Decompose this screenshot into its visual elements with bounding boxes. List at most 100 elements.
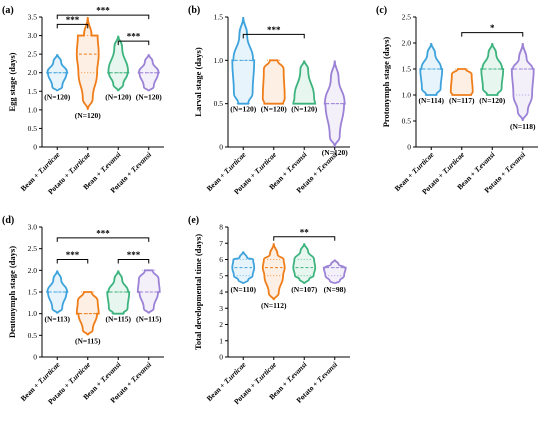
significance-bracket: ** — [273, 227, 336, 241]
y-tick-label: 2 — [219, 320, 223, 329]
y-tick-label: 2.5 — [28, 244, 38, 253]
violin — [261, 59, 286, 105]
y-tick-label: 1.5 — [28, 288, 38, 297]
significance-label: *** — [66, 15, 80, 25]
violin-body — [261, 59, 286, 105]
violin-body — [292, 243, 317, 285]
y-tick-label: 3 — [219, 304, 223, 313]
significance-bracket: * — [461, 23, 524, 37]
y-axis-label: Deutonymph stage (days) — [7, 246, 17, 338]
sample-size-label: (N=120) — [44, 92, 70, 101]
significance-label: *** — [267, 25, 281, 35]
violin — [480, 42, 505, 96]
y-tick-label: 3.0 — [28, 31, 38, 40]
y-tick-label: 1.5 — [28, 87, 38, 96]
sample-size-label: (N=115) — [136, 315, 162, 324]
bracket-line — [117, 259, 150, 264]
y-tick-label: 2.0 — [28, 68, 38, 77]
significance-bracket: *** — [117, 32, 150, 46]
violin — [106, 270, 131, 315]
y-tick-label: 1 — [219, 336, 223, 345]
significance-bracket: *** — [56, 15, 89, 29]
y-tick-label: 1.0 — [214, 56, 224, 65]
significance-bracket: *** — [56, 6, 150, 20]
sample-size-label: (N=120) — [230, 105, 256, 114]
violin-body — [107, 34, 130, 93]
sample-size-label: (N=120) — [105, 92, 131, 101]
violin — [323, 59, 346, 148]
y-tick-label: 2.5 — [28, 50, 38, 59]
panel-label: (e) — [188, 215, 199, 226]
sample-size-label: (N=112) — [261, 301, 287, 310]
panel-a: (a) 0 0.5 1.0 1.5 2.0 2.5 3.0 3.5 Egg stage (days… — [2, 5, 164, 196]
violin — [419, 42, 444, 96]
sample-size-label: (N=115) — [75, 336, 101, 345]
y-tick-label: 4 — [219, 288, 223, 297]
significance-label: *** — [96, 228, 110, 238]
y-tick-label: 0 — [33, 353, 37, 362]
violin — [137, 53, 160, 93]
y-axis-label: Larval stage (days) — [193, 47, 203, 117]
y-tick-label: 0.5 — [28, 124, 38, 133]
y-tick-label: 0 — [33, 143, 37, 152]
bracket-line — [273, 236, 336, 241]
y-tick-label: 0.5 — [402, 117, 412, 126]
violin-body — [449, 68, 474, 96]
y-tick-label: 1.5 — [402, 65, 412, 74]
violin — [261, 242, 286, 302]
significance-label: *** — [127, 250, 141, 260]
y-axis-label: Protonymph stage (days) — [381, 37, 391, 128]
bracket-line — [56, 14, 150, 20]
bracket-line — [56, 237, 150, 242]
violin — [292, 59, 317, 105]
significance-bracket: *** — [56, 250, 89, 264]
panel-label: (b) — [188, 5, 200, 16]
panel-label: (c) — [376, 5, 387, 16]
violin — [322, 258, 347, 285]
panel-label: (a) — [2, 5, 14, 16]
significance-label: * — [490, 23, 495, 33]
y-tick-label: 3.5 — [28, 13, 38, 22]
y-tick-label: 6 — [219, 255, 223, 264]
violin — [136, 269, 161, 315]
y-tick-label: 0.5 — [28, 331, 38, 340]
sample-size-label: (N=114) — [418, 96, 444, 105]
sample-size-label: (N=115) — [105, 315, 131, 324]
sample-size-label: (N=120) — [136, 92, 162, 101]
violin — [46, 269, 69, 315]
violin-body — [292, 59, 317, 105]
sample-size-label: (N=98) — [324, 285, 347, 294]
sample-size-label: (N=120) — [322, 148, 348, 157]
sample-size-label: (N=107) — [291, 285, 317, 294]
sample-size-label: (N=120) — [291, 105, 317, 114]
violin-body — [322, 258, 347, 285]
bracket-line — [242, 33, 305, 39]
significance-label: *** — [127, 32, 141, 42]
y-tick-label: 0 — [219, 353, 223, 362]
violin — [231, 250, 256, 285]
significance-bracket: *** — [56, 228, 150, 242]
violin-body — [75, 16, 100, 111]
bracket-line — [56, 259, 89, 264]
y-axis-label: Total developmental time (days) — [193, 234, 203, 350]
violin — [75, 16, 100, 111]
y-tick-label: 5 — [219, 271, 223, 280]
panel-c: (c) 0 0.5 1.0 1.5 2.0 2.5 Protonymph stage (day… — [376, 5, 538, 196]
y-tick-label: 2.0 — [402, 39, 412, 48]
y-tick-label: 1.0 — [28, 105, 38, 114]
y-tick-label: 1.0 — [402, 91, 412, 100]
significance-label: ** — [300, 227, 310, 237]
violin-body — [510, 42, 535, 122]
significance-bracket: *** — [117, 250, 150, 264]
significance-label: *** — [96, 6, 110, 16]
violin — [75, 291, 100, 337]
y-tick-label: 0 — [407, 143, 411, 152]
sample-size-label: (N=117) — [449, 96, 475, 105]
y-tick-label: 1.0 — [28, 309, 38, 318]
sample-size-label: (N=118) — [510, 122, 536, 131]
violin — [449, 68, 474, 96]
sample-size-label: (N=120) — [261, 105, 287, 114]
panel-e: (e) 0 1 2 3 4 5 6 7 8 Total developmental time (da… — [188, 215, 350, 406]
bracket-line — [56, 23, 89, 29]
